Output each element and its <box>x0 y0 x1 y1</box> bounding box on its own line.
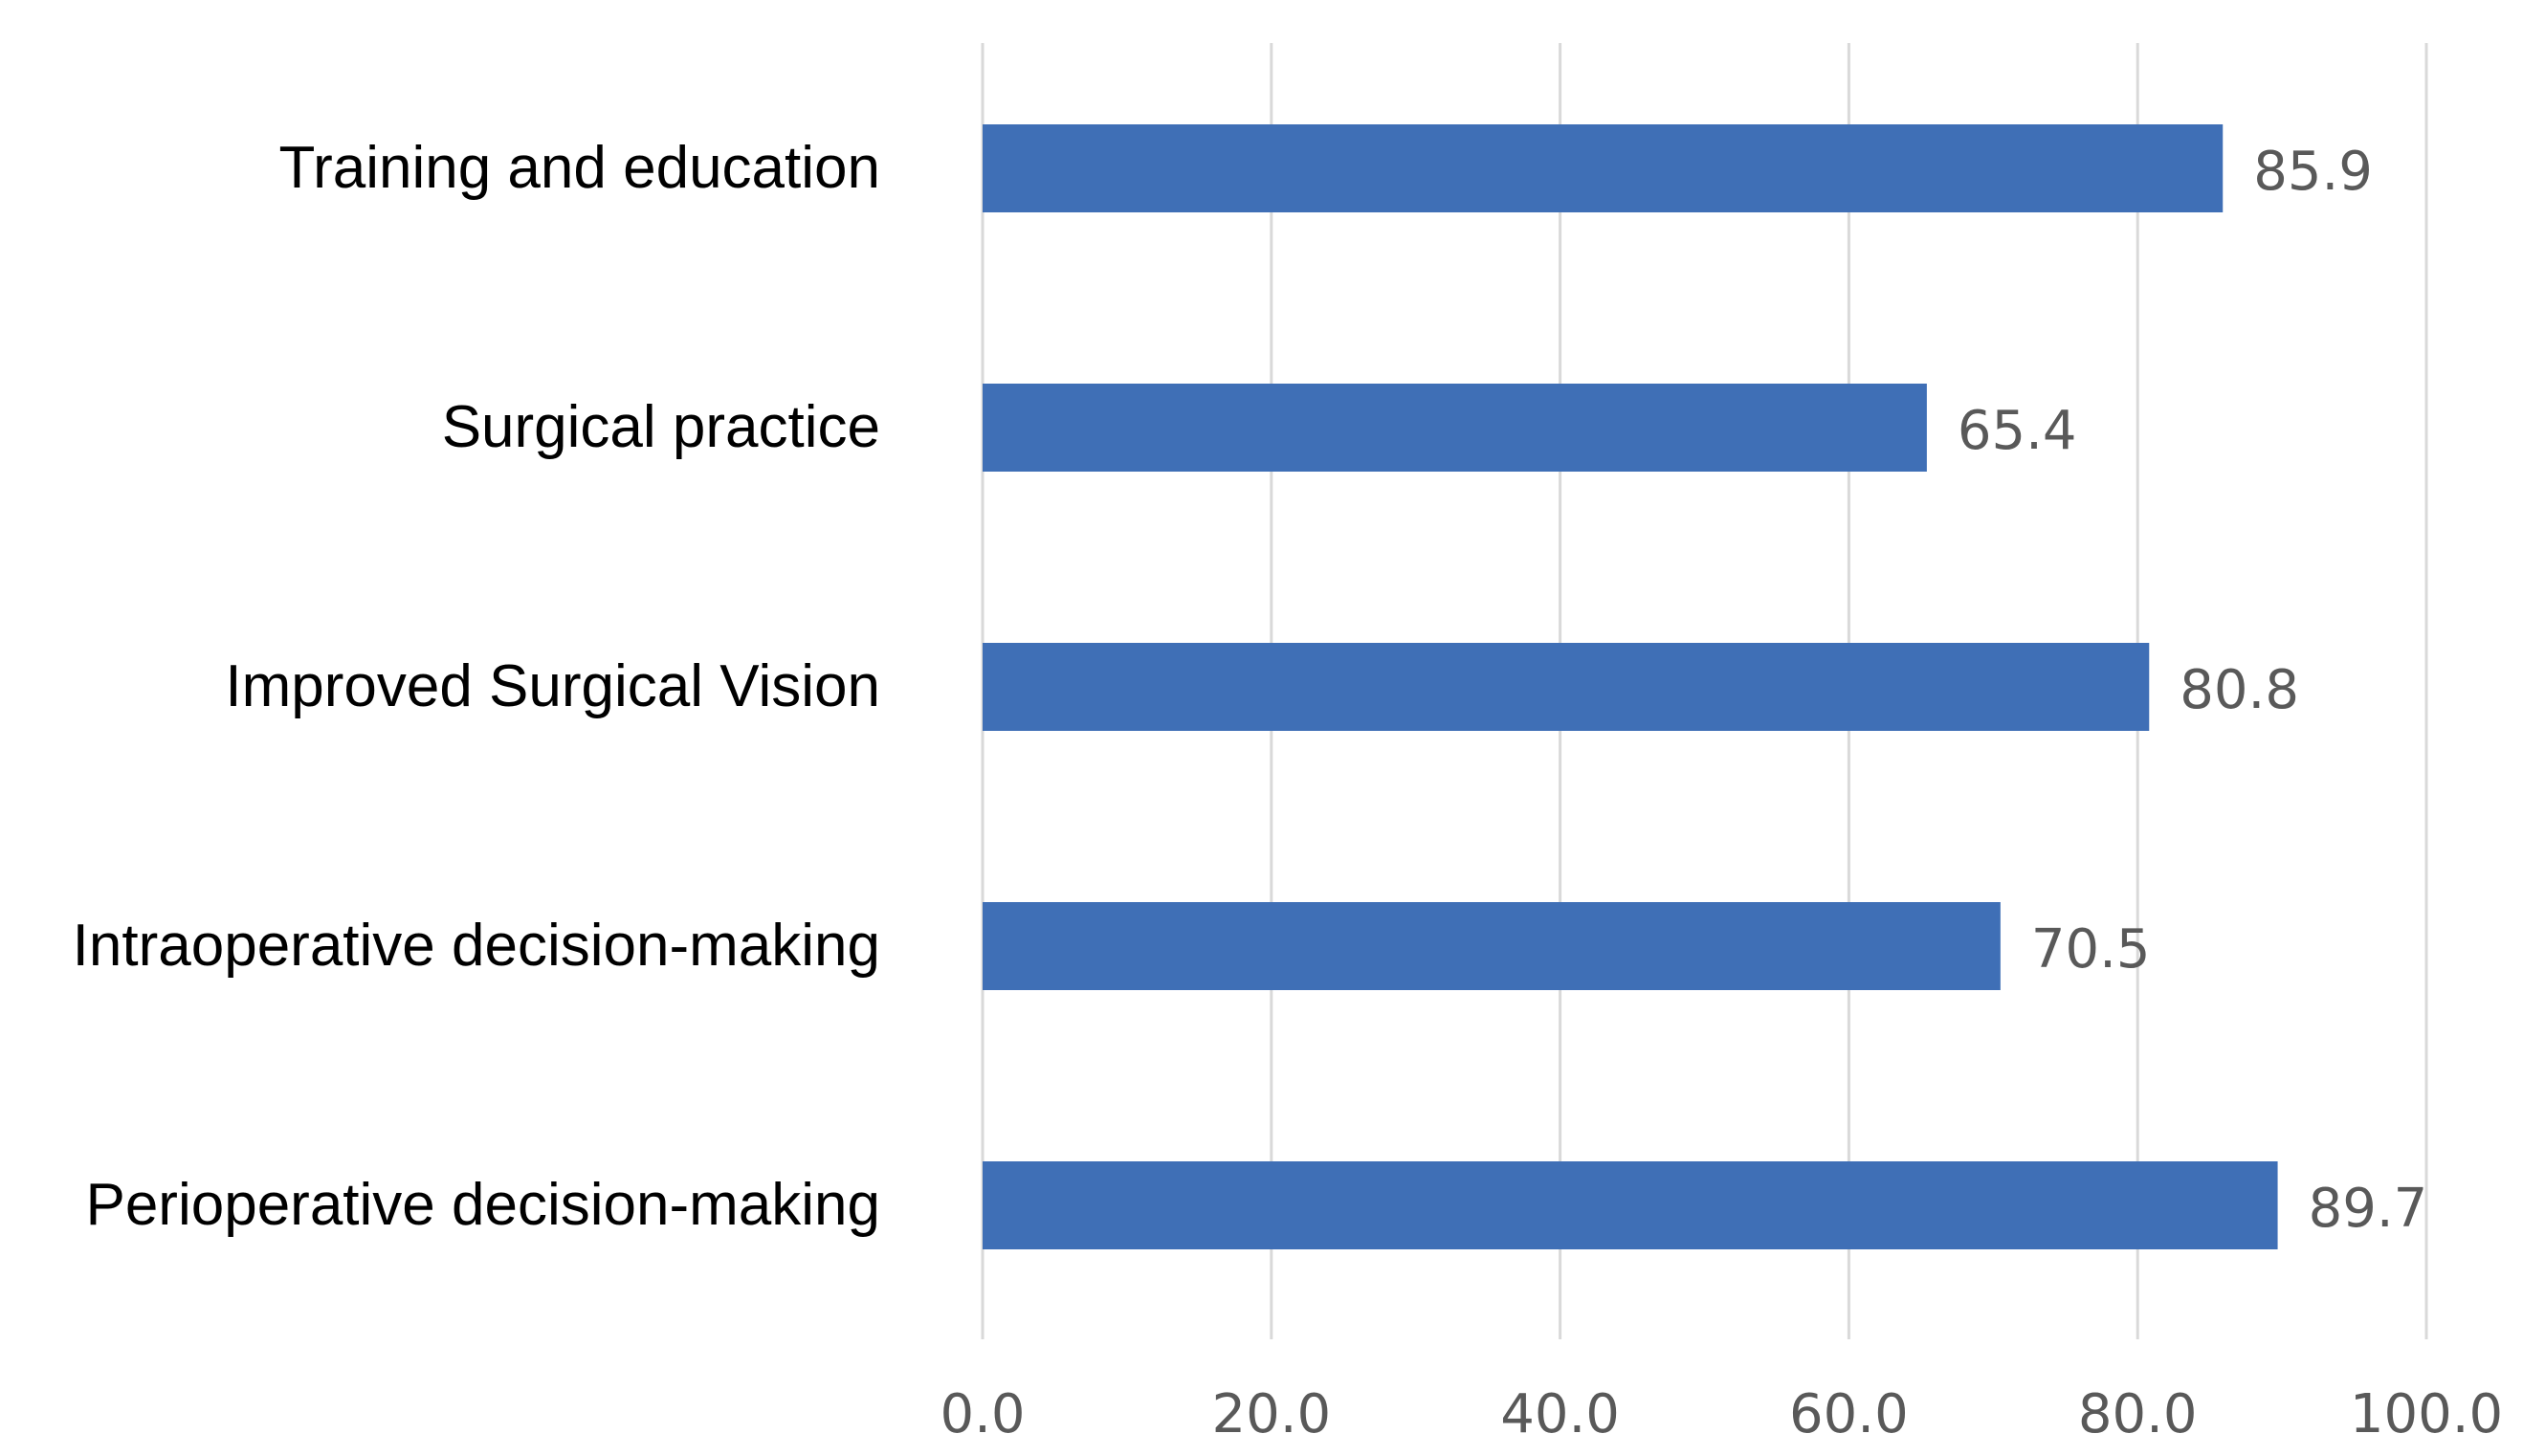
bar <box>983 1161 2278 1249</box>
category-labels: Training and education Surgical practice I… <box>73 135 880 1238</box>
bar <box>983 384 1927 472</box>
x-tick-label: 20.0 <box>1211 1383 1331 1445</box>
x-tick-label: 40.0 <box>1500 1383 1620 1445</box>
bar <box>983 643 2150 731</box>
data-labels: 85.9 65.4 80.8 70.5 89.7 <box>1958 141 2427 1240</box>
bar <box>983 902 2001 990</box>
data-label: 85.9 <box>2253 141 2373 203</box>
data-label: 89.7 <box>2309 1178 2428 1240</box>
x-axis-tick-labels: 0.0 20.0 40.0 60.0 80.0 100.0 <box>940 1383 2503 1445</box>
data-label: 80.8 <box>2180 659 2299 721</box>
category-label: Training and education <box>279 135 880 201</box>
x-tick-label: 100.0 <box>2350 1383 2503 1445</box>
x-tick-label: 60.0 <box>1789 1383 1909 1445</box>
data-label: 70.5 <box>2031 918 2151 981</box>
category-label: Improved Surgical Vision <box>225 653 880 719</box>
bar <box>983 124 2224 212</box>
category-label: Intraoperative decision-making <box>73 913 880 979</box>
data-label: 65.4 <box>1958 400 2077 462</box>
x-tick-label: 80.0 <box>2078 1383 2198 1445</box>
category-label: Perioperative decision-making <box>85 1172 880 1238</box>
x-tick-label: 0.0 <box>940 1383 1025 1445</box>
category-label: Surgical practice <box>442 394 880 460</box>
bars <box>983 124 2278 1249</box>
